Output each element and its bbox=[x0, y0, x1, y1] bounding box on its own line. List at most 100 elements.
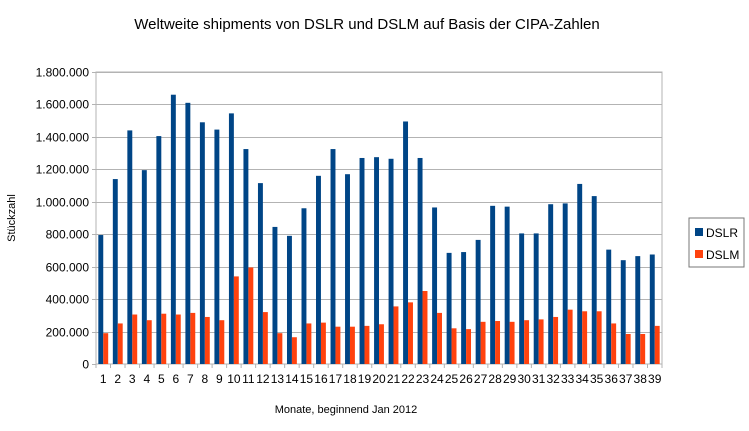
y-tick-label: 600.000 bbox=[46, 261, 90, 275]
y-tick-label: 0 bbox=[82, 358, 89, 372]
bar-dslr bbox=[170, 94, 176, 365]
bar-dslr bbox=[403, 121, 409, 364]
x-axis: 1 2 3 4 5 6 7 8 9 10 11 12 13 14 15 16 17 18 19 20 21 22 23 24 2… bbox=[95, 364, 663, 386]
bar-dslm bbox=[393, 306, 399, 364]
bar-dslm bbox=[567, 309, 573, 364]
bar-dslm bbox=[349, 326, 355, 364]
x-tick-label: 11 bbox=[242, 372, 255, 386]
x-tick-label: 19 bbox=[358, 372, 372, 386]
x-tick-label: 38 bbox=[634, 372, 648, 386]
bar-dslm bbox=[640, 333, 646, 364]
bar-dslr bbox=[591, 196, 597, 364]
bar-dslm bbox=[320, 322, 326, 364]
bar-dslr bbox=[185, 102, 191, 364]
bar-dslm bbox=[306, 323, 312, 364]
bar-dslm bbox=[190, 312, 196, 364]
bar-dslm bbox=[451, 328, 457, 364]
bar-dslm bbox=[219, 320, 225, 364]
bar-dslm bbox=[553, 316, 559, 364]
x-tick-label: 26 bbox=[459, 372, 473, 386]
bar-dslr bbox=[432, 207, 438, 364]
bar-dslr bbox=[649, 254, 655, 364]
x-tick-label: 5 bbox=[158, 372, 165, 386]
bar-dslm bbox=[233, 276, 239, 364]
y-tick-label: 1.600.000 bbox=[36, 98, 90, 112]
x-tick-label: 7 bbox=[187, 372, 194, 386]
x-axis-label: Monate, beginnend Jan 2012 bbox=[275, 404, 418, 416]
x-tick-label: 37 bbox=[619, 372, 633, 386]
bar-dslm bbox=[524, 320, 530, 364]
bar-dslm bbox=[596, 311, 602, 364]
y-tick-label: 1.400.000 bbox=[36, 131, 90, 145]
x-tick-label: 35 bbox=[590, 372, 604, 386]
bar-dslm bbox=[538, 319, 544, 364]
x-tick-label: 16 bbox=[314, 372, 328, 386]
x-tick-label: 39 bbox=[648, 372, 662, 386]
bar-dslm bbox=[175, 314, 181, 364]
bar-dslm bbox=[161, 313, 167, 364]
bar-dslr bbox=[533, 233, 539, 364]
x-tick-label: 24 bbox=[430, 372, 444, 386]
x-tick-label: 32 bbox=[546, 372, 560, 386]
bar-dslm bbox=[466, 329, 472, 364]
x-tick-label: 34 bbox=[576, 372, 590, 386]
bar-dslm bbox=[248, 267, 254, 364]
x-tick-label: 28 bbox=[488, 372, 502, 386]
bar-dslm bbox=[480, 321, 486, 364]
bar-dslr bbox=[257, 183, 263, 364]
bar-dslm bbox=[117, 323, 123, 364]
y-tick-label: 1.000.000 bbox=[36, 196, 90, 210]
legend-swatch-dslm bbox=[695, 250, 703, 258]
y-axis-label: Stückzahl bbox=[6, 194, 18, 242]
bar-dslm bbox=[204, 316, 210, 364]
x-tick-label: 8 bbox=[202, 372, 209, 386]
bar-dslr bbox=[141, 170, 147, 364]
bar-dslm bbox=[103, 333, 109, 364]
bar-dslr bbox=[98, 235, 104, 364]
y-tick-label: 1.800.000 bbox=[36, 66, 90, 80]
bar-dslm bbox=[364, 325, 370, 364]
bar-dslr bbox=[490, 205, 496, 364]
bar-dslr bbox=[199, 122, 205, 364]
bar-dslm bbox=[335, 326, 341, 364]
bar-dslr bbox=[577, 183, 583, 364]
x-tick-label: 25 bbox=[445, 372, 459, 386]
x-tick-label: 14 bbox=[285, 372, 299, 386]
bar-dslr bbox=[374, 157, 379, 364]
x-tick-label: 30 bbox=[517, 372, 531, 386]
bar-dslm bbox=[291, 337, 297, 364]
legend-label-dslm: DSLM bbox=[706, 248, 739, 262]
chart-title: Weltweite shipments von DSLR und DSLM au… bbox=[134, 16, 599, 33]
x-tick-label: 13 bbox=[271, 372, 285, 386]
bar-dslm bbox=[422, 291, 428, 364]
legend-label-dslr: DSLR bbox=[706, 226, 738, 240]
x-tick-label: 27 bbox=[474, 372, 488, 386]
x-tick-label: 6 bbox=[172, 372, 179, 386]
x-tick-label: 12 bbox=[256, 372, 270, 386]
bar-dslr bbox=[228, 113, 234, 365]
bar-dslr bbox=[620, 260, 626, 364]
bar-dslr bbox=[301, 208, 307, 364]
y-tick-label: 400.000 bbox=[46, 293, 90, 307]
bar-dslm bbox=[437, 312, 442, 364]
bar-dslr bbox=[519, 233, 525, 364]
x-tick-label: 4 bbox=[143, 372, 150, 386]
legend-box bbox=[688, 217, 745, 268]
x-tick-label: 33 bbox=[561, 372, 575, 386]
bar-dslr bbox=[417, 157, 423, 364]
bar-dslm bbox=[277, 333, 283, 364]
x-tick-label: 3 bbox=[129, 372, 136, 386]
bar-dslm bbox=[625, 333, 631, 364]
bar-dslr bbox=[475, 239, 481, 364]
bar-dslr bbox=[243, 149, 249, 364]
bars bbox=[98, 94, 660, 365]
bar-dslr bbox=[388, 158, 394, 364]
bar-dslr bbox=[345, 174, 350, 364]
x-tick-label: 2 bbox=[114, 372, 121, 386]
x-tick-label: 10 bbox=[227, 372, 241, 386]
bar-dslm bbox=[495, 321, 501, 364]
x-tick-label: 22 bbox=[401, 372, 415, 386]
legend-swatch-dslr bbox=[695, 228, 703, 236]
bar-dslr bbox=[214, 129, 220, 364]
bar-dslm bbox=[132, 314, 138, 364]
